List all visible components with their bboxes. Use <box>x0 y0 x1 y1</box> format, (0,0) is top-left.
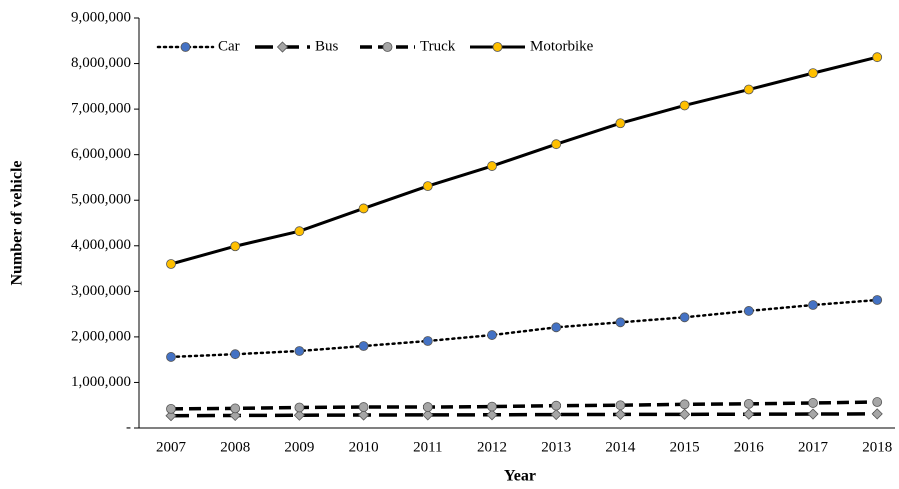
data-point <box>229 409 241 422</box>
data-point <box>871 408 883 420</box>
data-point <box>679 100 690 111</box>
data-point <box>487 161 497 171</box>
data-point <box>551 400 562 411</box>
data-point <box>807 408 819 420</box>
legend-marker <box>382 42 393 52</box>
data-point <box>358 402 369 412</box>
data-point <box>422 402 433 412</box>
data-point <box>486 409 498 421</box>
y-tick-label: 8,000,000 <box>71 55 131 71</box>
data-point <box>743 306 754 316</box>
data-point <box>550 408 562 421</box>
data-point <box>615 317 626 328</box>
y-tick-label: 1,000,000 <box>71 374 131 390</box>
y-tick-label: 7,000,000 <box>71 101 131 117</box>
legend-label: Bus <box>315 38 339 54</box>
data-point <box>293 409 305 421</box>
legend-marker <box>180 42 191 52</box>
data-point <box>808 300 818 310</box>
data-point <box>166 352 176 362</box>
x-tick-label: 2010 <box>349 439 379 455</box>
data-point <box>808 68 818 79</box>
x-tick-label: 2013 <box>541 439 571 455</box>
data-point <box>358 203 369 214</box>
series-line <box>170 400 878 411</box>
data-point <box>230 241 241 252</box>
data-point <box>230 403 241 414</box>
data-point <box>551 322 562 333</box>
data-point <box>679 408 691 420</box>
x-tick-label: 2017 <box>798 439 829 455</box>
data-point <box>808 398 818 408</box>
data-point <box>743 398 754 409</box>
y-tick-label: 6,000,000 <box>71 146 131 162</box>
x-tick-label: 2011 <box>413 439 442 455</box>
data-point <box>615 118 626 129</box>
legend-label: Motorbike <box>530 38 594 54</box>
x-tick-label: 2007 <box>156 439 187 455</box>
data-point <box>166 259 176 269</box>
data-point <box>487 401 497 412</box>
legend-marker <box>276 41 289 53</box>
data-point <box>294 402 305 413</box>
legend-label: Truck <box>420 38 456 54</box>
data-point <box>614 408 626 420</box>
data-point <box>872 397 883 407</box>
y-tick-label: 3,000,000 <box>71 283 131 299</box>
data-point <box>679 399 690 410</box>
series-line <box>169 298 879 359</box>
y-tick-label: 5,000,000 <box>71 192 131 208</box>
data-point <box>165 410 177 422</box>
data-point <box>743 408 755 420</box>
y-tick-label: 9,000,000 <box>71 9 131 25</box>
data-point <box>487 330 497 340</box>
data-point <box>358 341 369 351</box>
data-point <box>422 409 434 421</box>
data-point <box>422 336 433 346</box>
data-point <box>358 409 370 421</box>
legend-label: Car <box>218 38 240 54</box>
legend-marker <box>492 42 503 52</box>
x-tick-label: 2018 <box>862 439 892 455</box>
series-line <box>170 55 878 266</box>
x-tick-label: 2009 <box>284 439 314 455</box>
y-tick-label: 2,000,000 <box>71 328 131 344</box>
data-point <box>743 84 754 95</box>
x-tick-label: 2015 <box>670 439 700 455</box>
data-point <box>551 139 562 150</box>
data-point <box>230 349 241 360</box>
x-tick-label: 2016 <box>734 439 765 455</box>
y-axis-title: Number of vehicle <box>9 160 26 285</box>
data-point <box>872 52 883 63</box>
y-tick-label: - <box>126 419 131 435</box>
x-tick-label: 2008 <box>220 439 250 455</box>
data-point <box>422 181 433 192</box>
data-point <box>166 403 176 414</box>
series-line <box>170 412 878 418</box>
data-point <box>294 226 305 237</box>
y-tick-label: 4,000,000 <box>71 237 131 253</box>
data-point <box>615 400 626 411</box>
data-point <box>294 346 305 356</box>
data-point <box>679 312 690 323</box>
x-tick-label: 2012 <box>477 439 507 455</box>
x-tick-label: 2014 <box>605 439 636 455</box>
x-axis-title: Year <box>504 468 536 485</box>
data-point <box>872 295 883 305</box>
